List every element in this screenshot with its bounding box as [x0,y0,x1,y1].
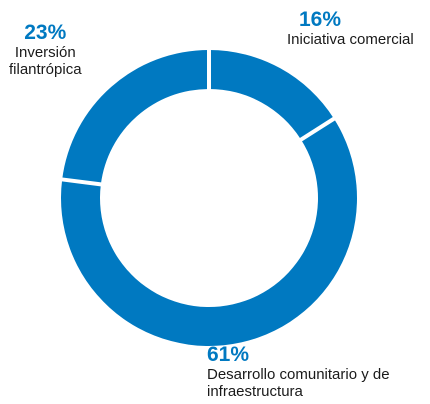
callout-desarrollo-comunitario: 61% Desarrollo comunitario y de infraest… [207,343,390,400]
slice-percent-label: 16% [299,8,342,31]
callout-iniciativa-comercial: 16% Iniciativa comercial [287,8,414,48]
slice-category-label: Iniciativa comercial [287,31,414,49]
slice-category-label-line: Inversión [14,44,76,62]
slice-inversion-filantropica [62,50,209,185]
slice-percent-label: 61% [207,343,250,366]
slice-iniciativa-comercial [209,50,334,140]
slice-category-label-line: infraestructura [207,383,303,401]
slice-category-label-line: Desarrollo comunitario y de [207,366,390,384]
slice-separator [59,177,104,187]
slice-category-label: Inversión filantrópica [9,44,82,78]
slice-category-label: Desarrollo comunitario y de infraestruct… [207,366,390,400]
slice-percent-label: 23% [24,21,67,44]
slice-separator [298,115,337,143]
callout-inversion-filantropica: 23% Inversión filantrópica [9,21,82,78]
slice-category-label-line: filantrópica [9,61,82,79]
slice-desarrollo-comunitario [61,118,358,346]
